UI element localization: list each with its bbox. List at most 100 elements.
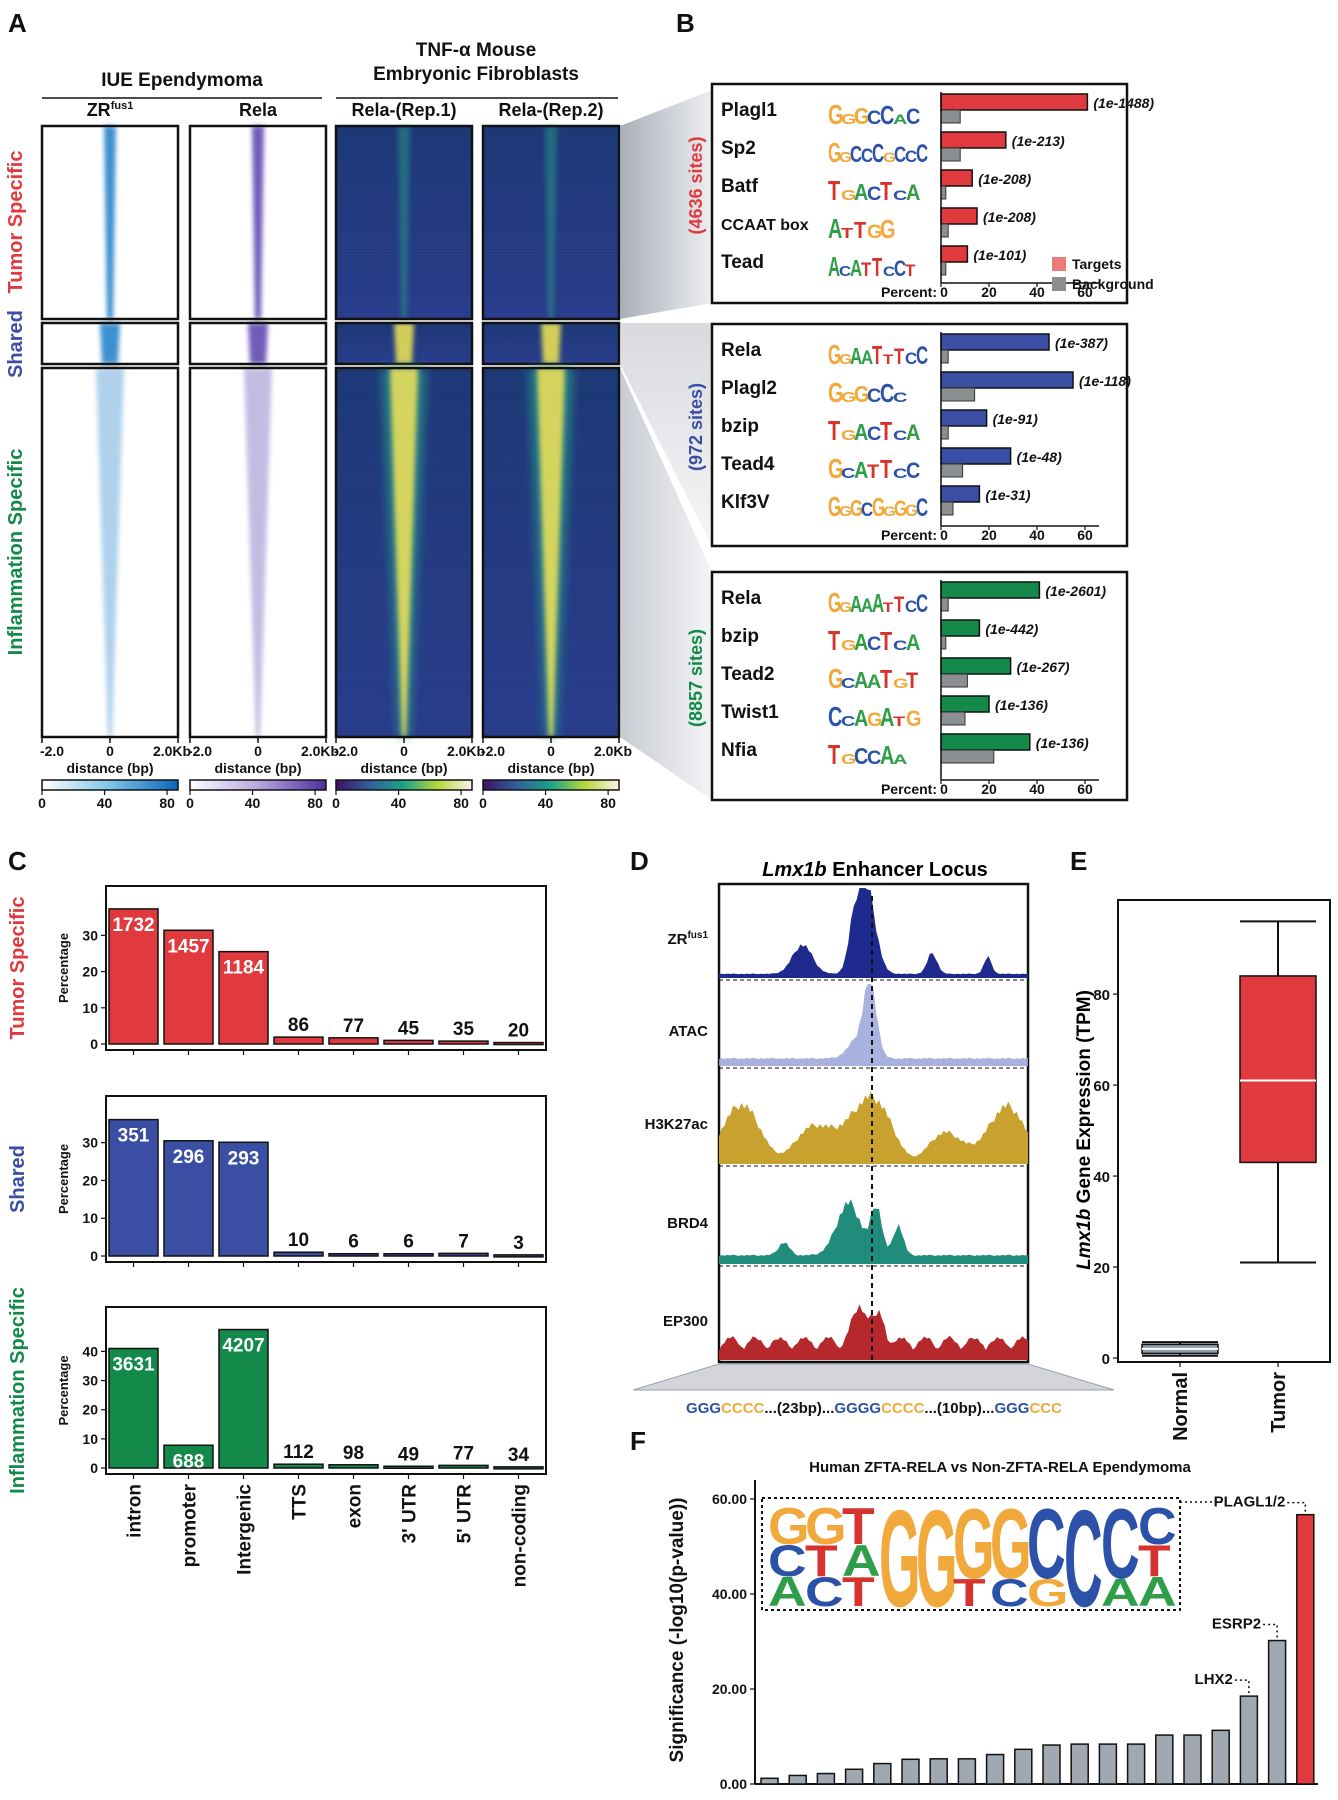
track-label: ZRfus1 bbox=[667, 930, 708, 948]
p-value: (1e-136) bbox=[995, 697, 1048, 713]
logo-letter: C bbox=[893, 188, 907, 203]
column-title: Rela bbox=[239, 100, 278, 120]
logo-letter: C bbox=[850, 143, 862, 168]
motif-name: Plagl2 bbox=[721, 378, 777, 399]
track: BRD4 bbox=[667, 1199, 1028, 1267]
logo-letter: G bbox=[841, 636, 856, 653]
bar-target bbox=[940, 93, 1089, 111]
bar bbox=[438, 1040, 489, 1045]
logo-letter: A bbox=[880, 702, 895, 731]
bar bbox=[108, 1347, 159, 1469]
count-label: 10 bbox=[288, 1230, 309, 1251]
count-label: 112 bbox=[283, 1442, 314, 1463]
group-title: Embryonic Fibroblasts bbox=[373, 64, 579, 85]
axis-tick-label: 2.0Kb bbox=[447, 743, 485, 759]
logo-letter: A bbox=[906, 421, 920, 445]
logo-letter: T bbox=[828, 626, 840, 657]
colorbar-tick-label: 0 bbox=[479, 795, 487, 811]
logo-letter: A bbox=[893, 752, 907, 767]
category-label: Intergenic bbox=[235, 1484, 256, 1575]
bar bbox=[383, 1039, 434, 1045]
count-label: 4207 bbox=[222, 1336, 264, 1357]
bar bbox=[493, 1041, 544, 1046]
annotation-chart: 0 10 20 30 Percentage 1732 1457 1184 86 77 45 35 20 T… bbox=[7, 885, 547, 1055]
axis-tick-label: 0 bbox=[547, 743, 555, 759]
sequence-part: GGG bbox=[994, 1400, 1029, 1417]
logo-letter: A bbox=[854, 667, 869, 694]
site-count: (4636 sites) bbox=[686, 136, 706, 234]
logo-letter: T bbox=[842, 1570, 875, 1616]
motif-row: CCAAT box AT T GG (1e-208) bbox=[721, 207, 1036, 245]
colorbar-tick-label: 40 bbox=[245, 795, 261, 811]
logo-letter: T bbox=[872, 252, 883, 282]
track-label: EP300 bbox=[663, 1313, 708, 1330]
colorbar-tick-label: 80 bbox=[159, 795, 175, 811]
logo-letter: G bbox=[854, 381, 869, 408]
track: H3K27ac bbox=[645, 1091, 1028, 1167]
heatmap-frame bbox=[334, 321, 474, 366]
gene-name: Lmx1b bbox=[762, 859, 826, 881]
bar-background bbox=[940, 387, 976, 402]
motif-name: Plagl1 bbox=[721, 100, 777, 121]
bar-label: PLAGL1/2 bbox=[1214, 1494, 1286, 1511]
heatmap-frame bbox=[334, 124, 474, 321]
motif-name: Sp2 bbox=[721, 138, 756, 159]
axis-tick-label: 0 bbox=[106, 743, 114, 759]
logo-letter: G bbox=[854, 103, 869, 130]
bar-background bbox=[940, 673, 968, 688]
logo-letter: G bbox=[841, 426, 856, 443]
y-tick-label: 30 bbox=[82, 927, 98, 943]
logo-letter: A bbox=[893, 112, 907, 127]
category-label: TTS bbox=[290, 1484, 311, 1520]
motif-name: Klf3V bbox=[721, 492, 770, 513]
count-label: 688 bbox=[173, 1451, 205, 1472]
logo-letter: T bbox=[842, 1497, 875, 1555]
logo-letter: C bbox=[839, 264, 852, 280]
logo-letter: C bbox=[805, 1570, 844, 1616]
bar-target bbox=[940, 581, 1041, 599]
logo-letter: G bbox=[867, 221, 882, 243]
category-label: exon bbox=[345, 1484, 366, 1528]
colorbar bbox=[482, 779, 620, 791]
logo-letter: G bbox=[828, 100, 843, 131]
motif-logo: AT T GG bbox=[828, 214, 895, 245]
y-tick-label: 0 bbox=[90, 1036, 98, 1052]
count-label: 296 bbox=[173, 1147, 205, 1168]
p-value: (1e-31) bbox=[985, 487, 1030, 503]
heatmap-frame bbox=[188, 124, 328, 321]
panel-f: F Human ZFTA-RELA vs Non-ZFTA-RELA Ependy… bbox=[630, 1426, 1318, 1792]
logo-letter: C bbox=[872, 138, 884, 168]
p-value: (1e-442) bbox=[985, 621, 1038, 637]
zoom-wedge bbox=[632, 1363, 1115, 1391]
percent-label: Percent: bbox=[881, 284, 937, 300]
count-label: 20 bbox=[508, 1021, 529, 1042]
significance-bar bbox=[929, 1758, 948, 1785]
logo-letter: C bbox=[880, 378, 895, 407]
bar bbox=[383, 1252, 434, 1257]
motif-name: Tead bbox=[721, 252, 764, 273]
y-axis-label: Lmx1b Gene Expression (TPM) bbox=[1074, 990, 1095, 1270]
panel-letter: D bbox=[630, 846, 649, 876]
logo-letter: G bbox=[805, 1497, 847, 1555]
logo-letter: C bbox=[841, 464, 856, 481]
signal-peak bbox=[244, 368, 272, 737]
count-label: 35 bbox=[453, 1019, 475, 1040]
axis-label: distance (bp) bbox=[360, 760, 447, 776]
bar-target bbox=[940, 131, 1007, 149]
logo-letter: A bbox=[842, 1537, 881, 1586]
group-title: TNF-α Mouse bbox=[416, 40, 536, 61]
bar-target bbox=[940, 409, 988, 427]
axis-tick-label: 2.0Kb bbox=[153, 743, 191, 759]
count-label: 77 bbox=[343, 1016, 364, 1037]
logo-letter: G bbox=[839, 504, 852, 520]
logo-letter: T bbox=[828, 740, 840, 771]
axis-tick-label: 0 bbox=[400, 743, 408, 759]
logo-letter: C bbox=[828, 702, 842, 733]
